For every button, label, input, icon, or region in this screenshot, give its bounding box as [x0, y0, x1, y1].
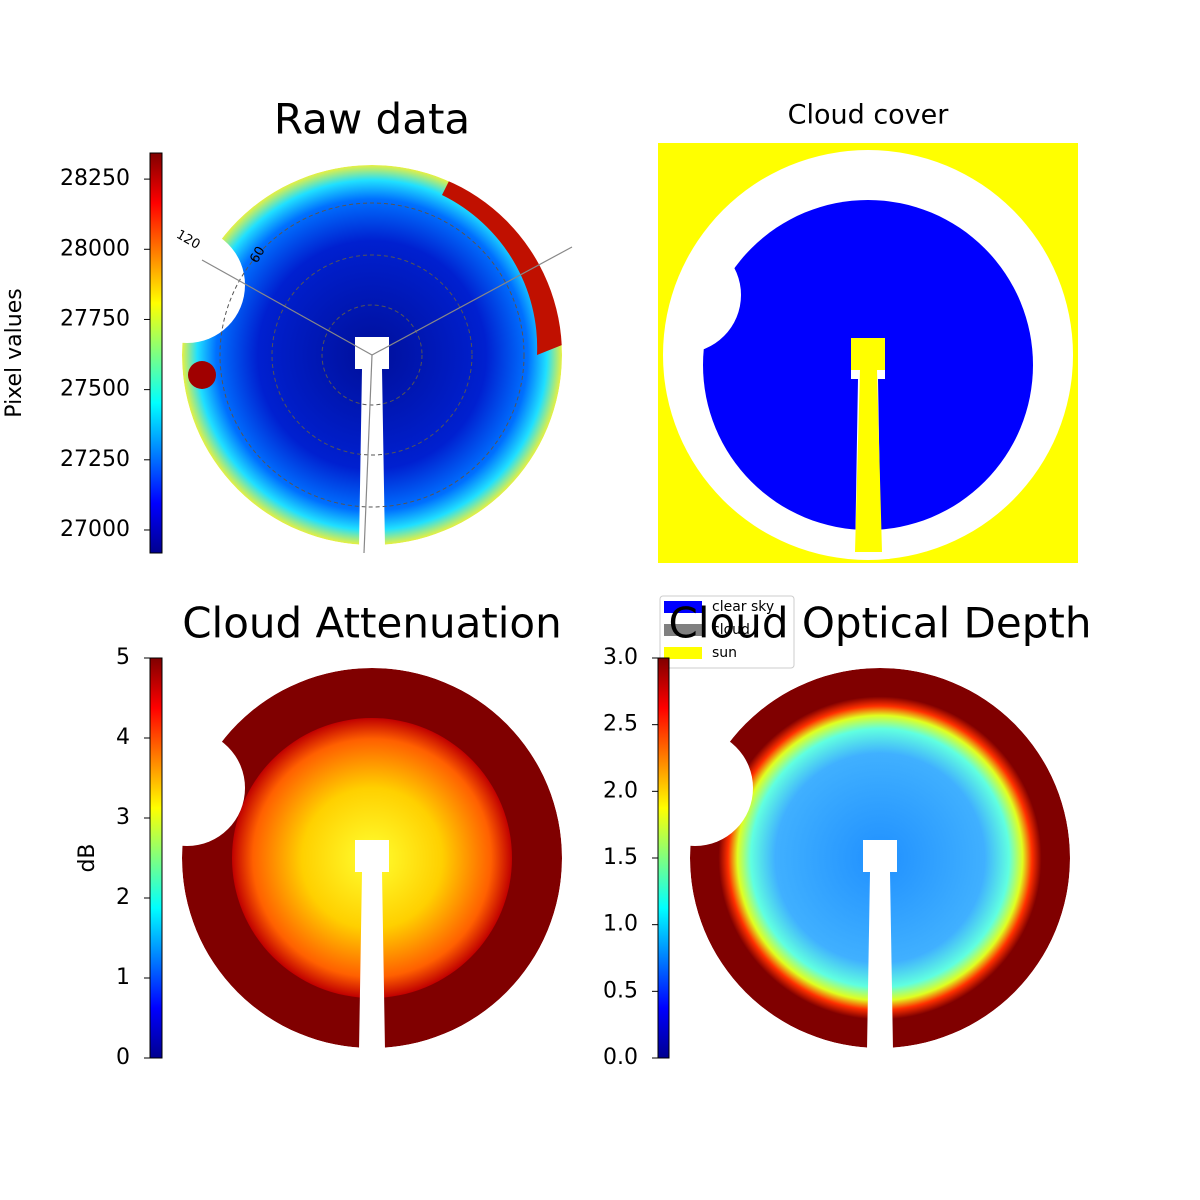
panel-title: Cloud cover: [788, 100, 950, 131]
colorbar-tick-label: 27250: [60, 447, 130, 472]
colorbar-tick-label: 28000: [60, 236, 130, 261]
legend-swatch: [664, 624, 702, 636]
colorbar-tick-label: 4: [116, 725, 130, 750]
legend-swatch: [664, 647, 702, 659]
cloud-cover-image: [658, 143, 1078, 563]
colorbar: [149, 152, 163, 554]
attenuation-image: [182, 668, 562, 1048]
panel-title: Cloud Optical Depth: [669, 599, 1092, 648]
panel-title: Cloud Attenuation: [182, 599, 562, 648]
colorbar-tick-label: 3.0: [603, 645, 638, 670]
polar-label: 60: [247, 244, 268, 266]
optical-depth-image: [690, 668, 1070, 1048]
colorbar-tick-label: 2.0: [603, 778, 638, 803]
colorbar-tick-label: 1.0: [603, 912, 638, 937]
colorbar-tick-label: 0.5: [603, 978, 638, 1003]
colorbar-tick-label: 3: [116, 805, 130, 830]
colorbar-tick-label: 2: [116, 885, 130, 910]
colorbar-tick-label: 1: [116, 965, 130, 990]
colorbar: [149, 657, 163, 1059]
colorbar-tick-label: 27500: [60, 377, 130, 402]
colorbar-label: Pixel values: [2, 288, 27, 417]
colorbar-tick-label: 0.0: [603, 1045, 638, 1070]
polar-label: 120: [173, 227, 202, 252]
raw-image: [182, 165, 573, 554]
colorbar: [657, 657, 670, 1059]
colorbar-tick-label: 27000: [60, 517, 130, 542]
panel-title: Raw data: [274, 95, 470, 144]
colorbar-label: dB: [75, 843, 100, 872]
legend-label: cloud: [712, 622, 750, 638]
colorbar-tick-label: 0: [116, 1045, 130, 1070]
legend-label: clear sky: [712, 599, 774, 615]
colorbar-tick-label: 27750: [60, 306, 130, 331]
colorbar-tick-label: 2.5: [603, 712, 638, 737]
colorbar-tick-label: 5: [116, 645, 130, 670]
colorbar-tick-label: 28250: [60, 166, 130, 191]
legend-swatch: [664, 601, 702, 613]
colorbar-tick-label: 1.5: [603, 845, 638, 870]
legend-label: sun: [712, 645, 737, 661]
